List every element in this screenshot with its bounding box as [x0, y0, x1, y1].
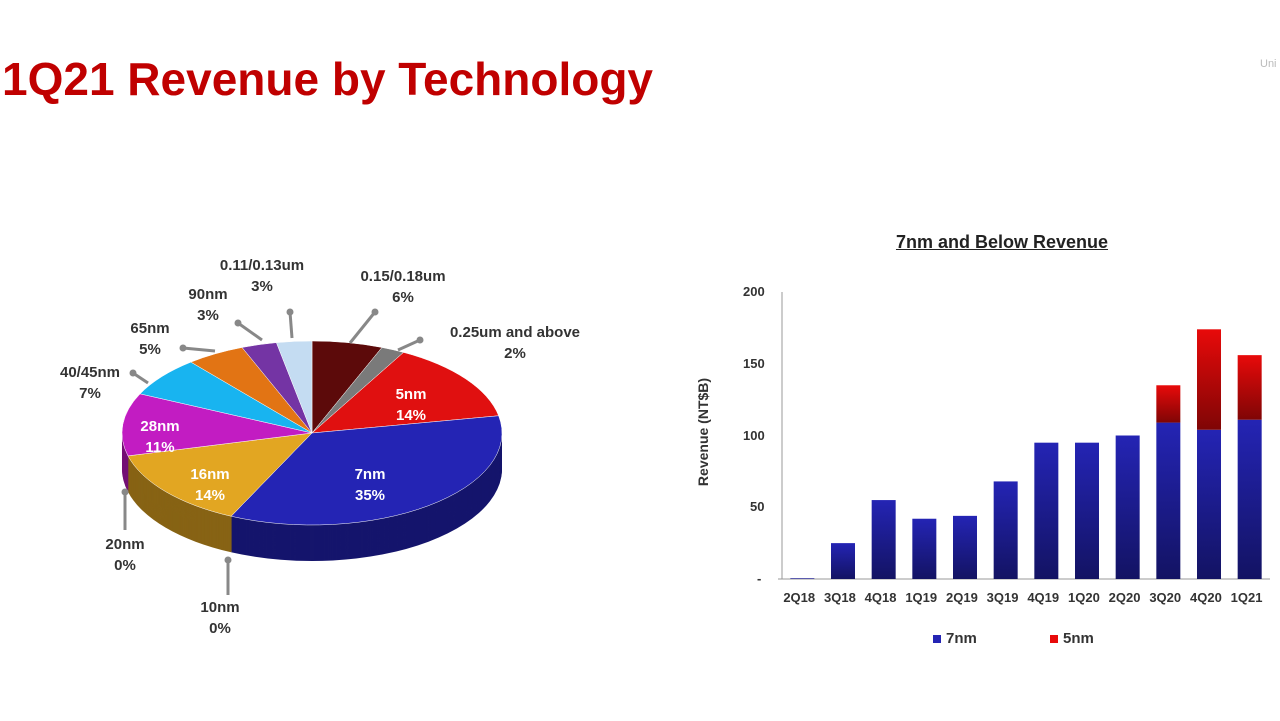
bar-7nm-1Q19	[912, 518, 937, 579]
pie-label-value: 2%	[504, 345, 526, 362]
y-axis-label: Revenue (NT$B)	[695, 377, 711, 487]
pie-label-name: 20nm	[105, 536, 145, 553]
pie-label-name: 5nm	[395, 386, 427, 403]
pie-label: 90nm 3%	[188, 284, 227, 326]
pie-label: 5nm 14%	[396, 384, 427, 426]
leader-line	[237, 321, 263, 342]
x-tick-label: 4Q19	[1027, 590, 1060, 605]
legend-swatch-5nm	[1050, 634, 1058, 643]
pie-label-value: 7%	[79, 385, 101, 402]
leader-dot	[234, 319, 242, 327]
pie-label-value: 3%	[251, 278, 273, 295]
pie-label-name: 40/45nm	[59, 364, 121, 381]
legend-label: 7nm	[946, 630, 977, 647]
y-tick-label: -	[757, 571, 762, 586]
pie-label: 0.15/0.18um 6%	[360, 266, 445, 308]
pie-label-value: 35%	[354, 487, 386, 504]
leader-dot	[129, 369, 137, 377]
x-tick-label: 1Q19	[905, 590, 938, 605]
pie-label: 65nm 5%	[130, 318, 169, 360]
pie-label-value: 11%	[145, 439, 175, 456]
pie-slice-0-11-0-13um	[276, 340, 313, 434]
leader-line	[288, 311, 294, 339]
x-tick-label: 3Q20	[1149, 590, 1182, 605]
bar-7nm-2Q19	[953, 515, 977, 579]
bar-7nm-4Q19	[1034, 442, 1059, 579]
legend-swatch-7nm	[933, 634, 941, 643]
x-tick-label: 4Q18	[864, 590, 897, 605]
x-tick-label: 2Q19	[946, 590, 978, 605]
legend-7nm: 7nm	[933, 630, 977, 647]
bar-5nm-1Q21	[1237, 355, 1262, 420]
leader-line	[397, 338, 421, 352]
leader-dot	[286, 308, 294, 316]
pie-label-value: 6%	[392, 289, 414, 306]
x-tick-label: 3Q18	[824, 590, 856, 605]
bar-7nm-1Q21	[1237, 419, 1262, 579]
leader-dot	[224, 556, 232, 564]
x-tick-label: 4Q20	[1190, 590, 1222, 605]
pie-label-value: 14%	[194, 487, 226, 504]
leader-line	[348, 311, 377, 344]
pie-label-value: 14%	[395, 407, 427, 424]
pie-label: 0.25um and above 2%	[450, 322, 580, 364]
x-tick-label: 1Q21	[1230, 590, 1263, 605]
y-tick-label: 200	[743, 284, 765, 299]
leader-dot	[121, 488, 129, 496]
pie-slice-5nm	[311, 352, 499, 434]
y-tick-label: 50	[750, 499, 765, 515]
pie-label: 16nm 14%	[190, 464, 229, 506]
bar-7nm-1Q20	[1075, 442, 1099, 579]
x-tick-label: 3Q19	[986, 590, 1019, 605]
leader-line	[182, 346, 216, 353]
pie-label-name: 65nm	[130, 320, 170, 337]
pie-chart	[121, 308, 503, 595]
page-title: 1Q21 Revenue by Technology	[2, 53, 654, 105]
pie-label-name: 0.15/0.18um	[360, 268, 446, 285]
pie-label-name: 0.25um and above	[449, 324, 581, 341]
bar-7nm-3Q19	[993, 481, 1018, 579]
pie-label-name: 7nm	[354, 466, 386, 483]
pie-label: 40/45nm 7%	[60, 362, 120, 404]
pie-label: 0.11/0.13um 3%	[220, 255, 304, 297]
legend-label: 5nm	[1063, 630, 1094, 647]
pie-label-value: 0%	[114, 557, 136, 574]
y-tick-label: 100	[743, 427, 765, 443]
bar-7nm-3Q20	[1156, 422, 1181, 579]
bar-7nm-2Q18	[790, 578, 815, 579]
leader-dot	[371, 308, 379, 316]
x-tick-label: 2Q18	[783, 590, 816, 605]
pie-label: 28nm 11%	[140, 416, 179, 458]
pie-label-name: 90nm	[188, 286, 228, 303]
bar-5nm-3Q20	[1156, 385, 1181, 423]
pie-label: 10nm 0%	[200, 597, 239, 639]
pie-slice-16nm	[127, 432, 313, 517]
bar-7nm-3Q18	[831, 543, 855, 579]
x-tick-label: 2Q20	[1108, 590, 1141, 605]
y-tick-label: 150	[743, 355, 765, 371]
pie-label-name: 28nm	[140, 418, 180, 435]
pie-label-name: 16nm	[190, 466, 230, 483]
bar-chart-title: 7nm and Below Revenue	[895, 232, 1109, 252]
leader-dot	[179, 344, 187, 352]
bar-7nm-4Q20	[1197, 429, 1221, 579]
pie-slice-28nm	[121, 393, 313, 457]
pie-label-value: 0%	[209, 620, 231, 637]
pie-label: 20nm 0%	[105, 534, 144, 576]
pie-label: 7nm 35%	[355, 464, 386, 506]
x-tick-label: 1Q20	[1068, 590, 1100, 605]
pie-label-name: 0.11/0.13um	[219, 257, 305, 274]
bar-7nm-4Q18	[871, 500, 896, 579]
leader-dot	[416, 336, 424, 344]
logo: Uni	[1260, 58, 1277, 70]
pie-slice-7nm	[230, 415, 503, 526]
bar-5nm-4Q20	[1197, 329, 1221, 430]
pie-label-value: 5%	[139, 341, 161, 358]
pie-label-value: 3%	[197, 307, 219, 324]
legend-5nm: 5nm	[1050, 630, 1094, 647]
pie-label-name: 10nm	[200, 599, 240, 616]
bar-7nm-2Q20	[1115, 435, 1140, 579]
